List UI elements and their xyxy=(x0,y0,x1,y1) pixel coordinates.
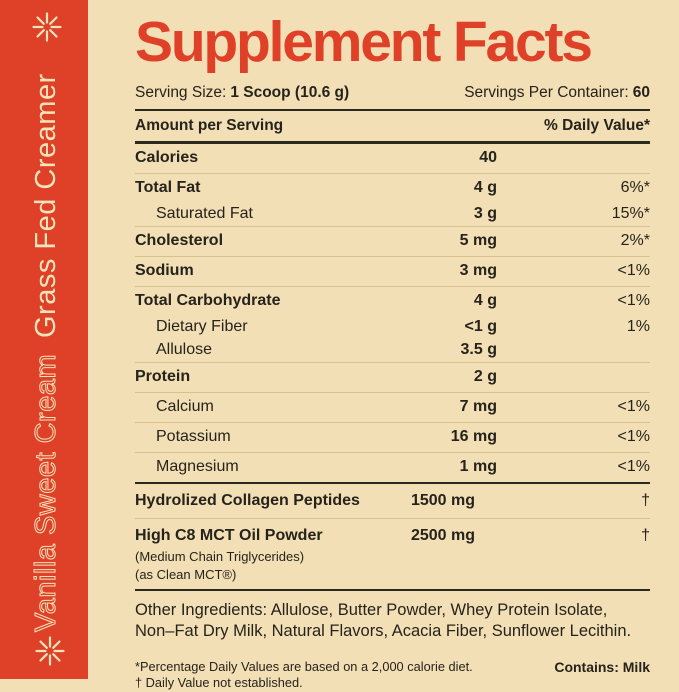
supplement-facts-panel: Supplement Facts Serving Size: 1 Scoop (1… xyxy=(135,0,650,692)
supplement-label-wrap: Hydrolized Collagen Peptides xyxy=(135,491,375,511)
divider-dark xyxy=(135,109,650,111)
sidebar-product-name: Grass Fed Creamer xyxy=(30,73,62,338)
divider-dark-thick xyxy=(135,141,650,144)
nutrient-daily-value: 15%* xyxy=(611,205,650,222)
nutrient-amount: 40 xyxy=(479,149,497,166)
column-amount-per-serving: Amount per Serving xyxy=(135,117,284,134)
nutrient-amount: 16 mg xyxy=(450,428,497,445)
supplement-label: High C8 MCT Oil Powder xyxy=(135,527,323,544)
nutrient-label: Protein xyxy=(135,368,191,385)
nutrient-label: Calories xyxy=(135,149,199,166)
servings-per-container-label: Servings Per Container: xyxy=(464,84,629,101)
table-row: Cholesterol 5 mg 2%* xyxy=(135,227,650,256)
nutrient-label: Total Fat xyxy=(135,179,201,196)
supplement-label-wrap: High C8 MCT Oil Powder (Medium Chain Trig… xyxy=(135,526,375,582)
table-row: Calcium 7 mg <1% xyxy=(135,393,650,422)
nutrient-group: Total Carbohydrate 4 g <1% Dietary Fiber <1 … xyxy=(135,287,650,363)
nutrient-amount: 2 g xyxy=(473,368,497,385)
footnotes-row: *Percentage Daily Values are based on a … xyxy=(135,659,650,692)
nutrient-daily-value: <1% xyxy=(617,458,650,475)
starburst-icon-top xyxy=(32,12,62,42)
nutrient-group: Cholesterol 5 mg 2%* xyxy=(135,227,650,257)
nutrient-label: Saturated Fat xyxy=(156,205,253,222)
nutrient-amount: 3 mg xyxy=(459,262,497,279)
supplement-label: Hydrolized Collagen Peptides xyxy=(135,492,360,509)
table-header-row: Amount per Serving % Daily Value* xyxy=(135,111,650,141)
product-sidebar: Grass Fed Creamer Vanilla Sweet Cream xyxy=(0,0,88,679)
nutrient-label: Potassium xyxy=(156,428,231,445)
table-row: Protein 2 g xyxy=(135,363,650,392)
nutrient-daily-value: 2%* xyxy=(620,232,650,249)
starburst-icon-bottom xyxy=(35,636,65,666)
supplement-amount: 1500 mg xyxy=(410,492,475,509)
table-row: Total Fat 4 g 6%* xyxy=(135,174,650,203)
table-row: Allulose 3.5 g xyxy=(135,339,650,362)
contains-allergen: Contains: Milk xyxy=(554,658,650,675)
nutrient-daily-value: <1% xyxy=(617,292,650,309)
table-row: Magnesium 1 mg <1% xyxy=(135,453,650,482)
servings-per-container-value: 60 xyxy=(632,84,650,101)
serving-size-label: Serving Size: xyxy=(135,84,227,101)
table-row: Saturated Fat 3 g 15%* xyxy=(135,203,650,226)
divider-dark-thick xyxy=(135,481,650,484)
nutrient-amount: 4 g xyxy=(473,292,497,309)
serving-size: Serving Size: 1 Scoop (10.6 g) xyxy=(135,83,349,102)
table-row: Calories 40 xyxy=(135,144,650,173)
supplement-subnote: (Medium Chain Triglycerides) xyxy=(135,549,305,564)
nutrient-groups: Calories 40 Total Fat 4 g 6%* Saturated Fat 3 … xyxy=(135,144,650,482)
table-row: Sodium 3 mg <1% xyxy=(135,257,650,286)
supplement-extra-rows: Hydrolized Collagen Peptides 1500 mg † High… xyxy=(135,484,650,589)
nutrient-daily-value: <1% xyxy=(617,398,650,415)
nutrient-group: Calories 40 xyxy=(135,144,650,174)
footnotes: *Percentage Daily Values are based on a … xyxy=(135,659,473,692)
sidebar-flavor-name: Vanilla Sweet Cream xyxy=(30,354,62,632)
nutrient-group: Sodium 3 mg <1% xyxy=(135,257,650,287)
sidebar-graphic: Grass Fed Creamer Vanilla Sweet Cream xyxy=(30,12,65,666)
nutrient-group: Protein 2 g xyxy=(135,363,650,393)
supplement-group: Hydrolized Collagen Peptides 1500 mg † xyxy=(135,484,650,519)
nutrient-group: Potassium 16 mg <1% xyxy=(135,423,650,453)
nutrient-daily-value: <1% xyxy=(617,428,650,445)
column-daily-value: % Daily Value* xyxy=(544,117,650,134)
nutrient-label: Sodium xyxy=(135,262,194,279)
supplement-group: High C8 MCT Oil Powder (Medium Chain Trig… xyxy=(135,519,650,589)
nutrient-group: Total Fat 4 g 6%* Saturated Fat 3 g 15%* xyxy=(135,174,650,227)
nutrient-amount: 4 g xyxy=(473,179,497,196)
table-row: Dietary Fiber <1 g 1% xyxy=(135,316,650,339)
nutrient-amount: 7 mg xyxy=(459,398,497,415)
servings-per-container: Servings Per Container: 60 xyxy=(464,83,650,102)
nutrient-daily-value: 1% xyxy=(626,318,650,335)
nutrient-label: Calcium xyxy=(156,398,214,415)
serving-row: Serving Size: 1 Scoop (10.6 g) Servings P… xyxy=(135,83,650,102)
nutrient-group: Magnesium 1 mg <1% xyxy=(135,453,650,482)
other-ingredients: Other Ingredients: Allulose, Butter Powd… xyxy=(135,601,632,640)
divider-dark xyxy=(135,589,650,591)
nutrient-amount: 3 g xyxy=(473,205,497,222)
table-row: High C8 MCT Oil Powder (Medium Chain Trig… xyxy=(135,519,650,589)
nutrient-label: Magnesium xyxy=(156,458,239,475)
footnote-dagger: † Daily Value not established. xyxy=(135,675,303,690)
nutrient-label: Cholesterol xyxy=(135,232,224,249)
serving-size-value: 1 Scoop (10.6 g) xyxy=(230,84,350,101)
footnote-daily-values: *Percentage Daily Values are based on a … xyxy=(135,658,473,674)
supplement-amount: 2500 mg xyxy=(410,527,475,544)
table-row: Total Carbohydrate 4 g <1% xyxy=(135,287,650,316)
nutrient-amount: 3.5 g xyxy=(460,341,497,358)
table-row: Hydrolized Collagen Peptides 1500 mg † xyxy=(135,484,650,518)
supplement-daily-value: † xyxy=(641,492,650,509)
nutrient-daily-value: <1% xyxy=(617,262,650,279)
nutrient-amount: 5 mg xyxy=(459,232,497,249)
nutrient-amount: <1 g xyxy=(464,318,497,335)
nutrient-group: Calcium 7 mg <1% xyxy=(135,393,650,423)
nutrient-label: Dietary Fiber xyxy=(156,318,248,335)
nutrient-amount: 1 mg xyxy=(459,458,497,475)
supplement-subnote: (as Clean MCT®) xyxy=(135,567,237,582)
panel-title: Supplement Facts xyxy=(135,10,593,74)
nutrient-label: Allulose xyxy=(156,341,213,358)
nutrient-daily-value: 6%* xyxy=(620,179,650,196)
supplement-daily-value: † xyxy=(641,527,650,544)
table-row: Potassium 16 mg <1% xyxy=(135,423,650,452)
nutrient-label: Total Carbohydrate xyxy=(135,292,281,309)
